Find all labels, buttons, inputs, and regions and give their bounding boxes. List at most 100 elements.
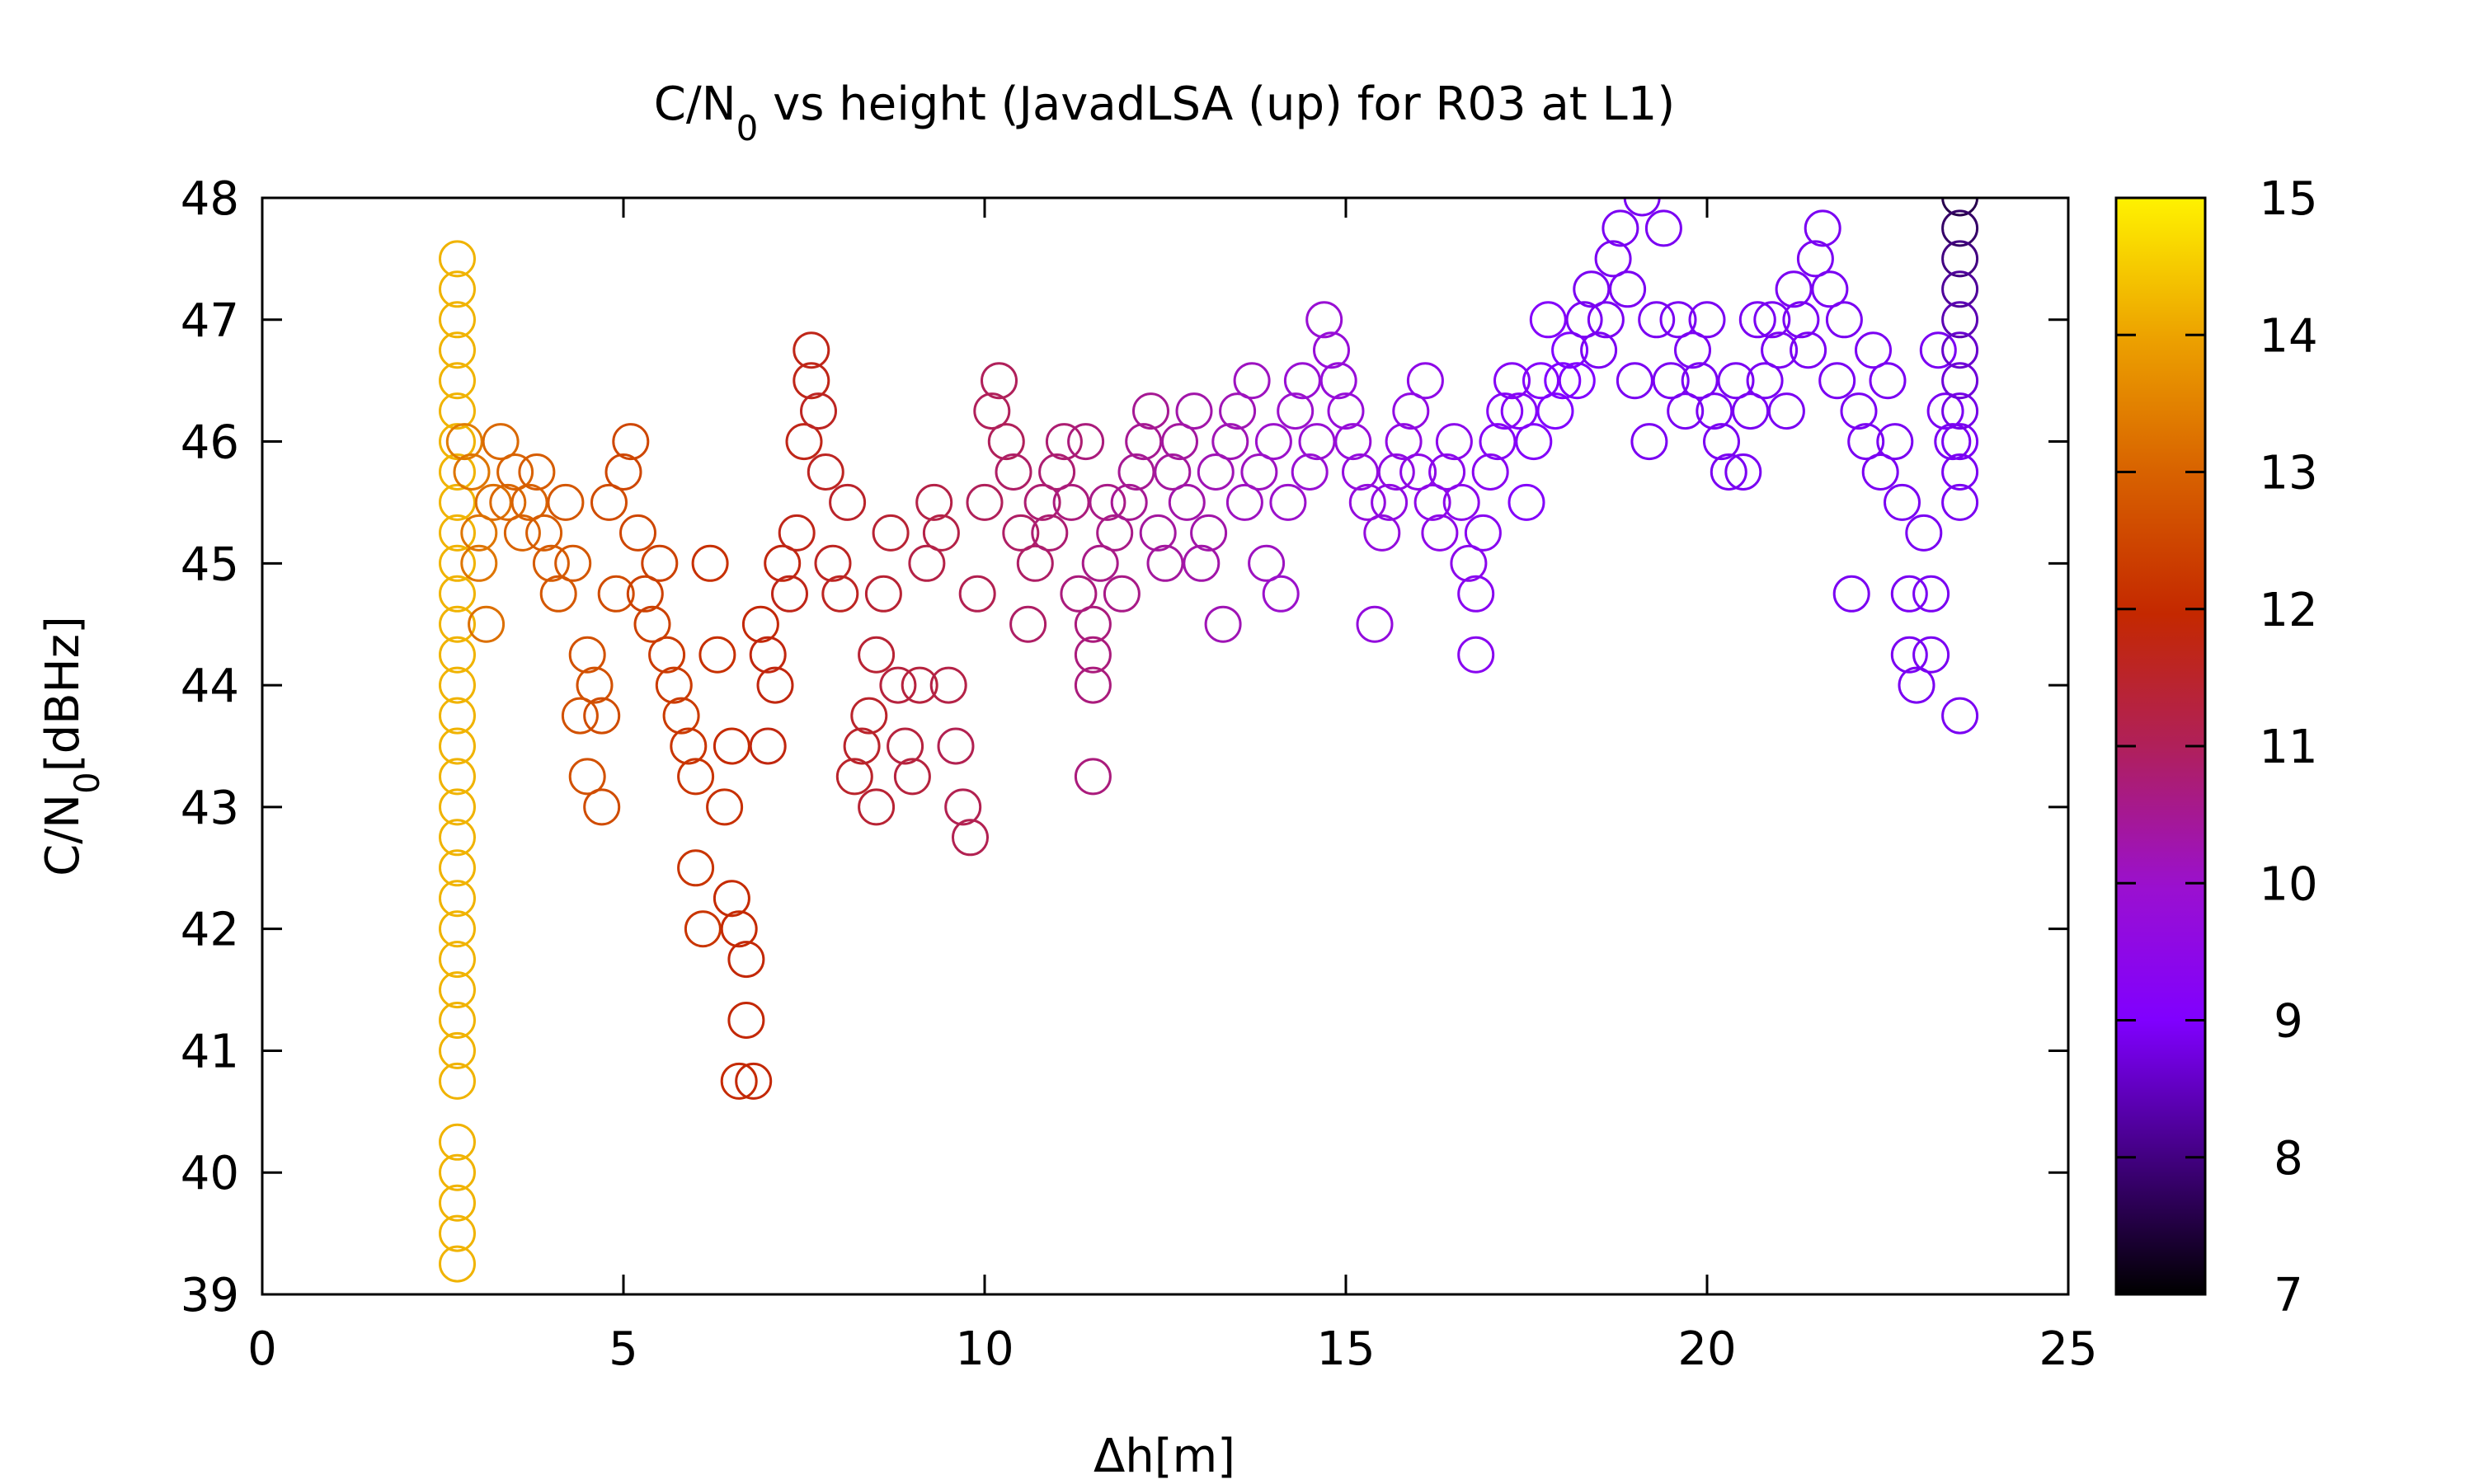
data-point (670, 727, 708, 765)
data-point (641, 544, 679, 582)
data-point (460, 514, 498, 552)
data-point (1840, 392, 1878, 430)
data-point (439, 1031, 476, 1069)
data-point (1291, 453, 1329, 491)
y-tick-label: 48 (181, 172, 239, 226)
data-point (1175, 392, 1213, 430)
data-point (987, 423, 1025, 461)
data-point (1219, 392, 1257, 430)
data-point (439, 1002, 476, 1039)
data-point (648, 636, 686, 674)
data-point (1573, 270, 1611, 308)
data-point (1941, 423, 1979, 461)
data-point (439, 1123, 476, 1161)
data-point (468, 605, 506, 643)
data-point (1746, 362, 1784, 400)
data-point (1125, 423, 1163, 461)
data-point (1305, 301, 1343, 339)
data-point (1941, 483, 1979, 521)
data-point (1225, 483, 1263, 521)
data-point (1089, 483, 1126, 521)
colorbar-tick-label: 13 (2259, 447, 2317, 500)
data-point (1211, 423, 1249, 461)
data-point (439, 1153, 476, 1191)
data-point (1919, 331, 1957, 369)
data-point (966, 483, 1004, 521)
data-point (1356, 605, 1394, 643)
data-point (1703, 423, 1740, 461)
data-point (915, 483, 953, 521)
data-point (1435, 423, 1473, 461)
data-point (1110, 483, 1148, 521)
data-point (1941, 301, 1979, 339)
data-point (677, 758, 715, 796)
data-point (1074, 666, 1112, 704)
data-point (800, 392, 837, 430)
data-point (1117, 453, 1155, 491)
data-point (439, 636, 476, 674)
data-point (1074, 636, 1112, 674)
data-point (518, 453, 556, 491)
y-tick-label: 45 (181, 538, 239, 591)
colorbar-tick-label: 14 (2259, 309, 2317, 363)
data-point (901, 666, 938, 704)
data-point (568, 636, 606, 674)
data-point (1067, 423, 1105, 461)
data-point (1045, 423, 1083, 461)
data-point (1377, 453, 1415, 491)
data-point (1790, 331, 1827, 369)
data-point (1240, 453, 1278, 491)
data-point (741, 605, 779, 643)
data-point (1898, 666, 1935, 704)
data-point (1558, 362, 1596, 400)
data-point (439, 605, 476, 643)
colorbar-ticks: 7 8 9 10 11 12 13 14 15 (2116, 172, 2318, 1322)
data-point (453, 453, 491, 491)
data-point (793, 331, 830, 369)
data-point (1002, 514, 1040, 552)
data-point (973, 392, 1011, 430)
data-point (1479, 423, 1517, 461)
x-axis-label: Δh[m] (1094, 1430, 1235, 1483)
colorbar-tick-label: 15 (2259, 172, 2317, 226)
data-point (1696, 392, 1733, 430)
data-point (1890, 575, 1928, 613)
data-point (460, 544, 498, 582)
data-point (764, 544, 802, 582)
data-point (1912, 575, 1950, 613)
data-point (1277, 392, 1315, 430)
data-point (1855, 331, 1892, 369)
colorbar-tick-label: 9 (2274, 995, 2303, 1049)
data-point (439, 483, 476, 521)
data-point (439, 423, 476, 461)
data-point (1038, 453, 1076, 491)
y-tick-label: 40 (181, 1147, 239, 1200)
y-tick-label: 44 (181, 660, 239, 713)
data-point (619, 514, 656, 552)
data-point (1371, 483, 1409, 521)
data-point (590, 483, 628, 521)
data-point (1876, 423, 1914, 461)
data-point (1515, 423, 1553, 461)
data-point (778, 514, 816, 552)
data-point (1941, 362, 1979, 400)
data-point (439, 362, 476, 400)
data-point (1681, 362, 1719, 400)
data-point (1623, 198, 1661, 217)
data-point (749, 727, 787, 765)
data-point (864, 575, 902, 613)
x-tick-label: 20 (1677, 1322, 1736, 1376)
data-point (626, 575, 664, 613)
data-point (1847, 423, 1885, 461)
data-point (1890, 636, 1928, 674)
data-point (576, 666, 614, 704)
data-point (1493, 362, 1531, 400)
data-point (1457, 636, 1495, 674)
data-point (677, 849, 715, 887)
data-point (1031, 514, 1069, 552)
colorbar-tick-label: 11 (2259, 721, 2317, 774)
data-point (1941, 240, 1979, 278)
colorbar-tick-label: 8 (2274, 1132, 2303, 1186)
data-point (439, 453, 476, 491)
